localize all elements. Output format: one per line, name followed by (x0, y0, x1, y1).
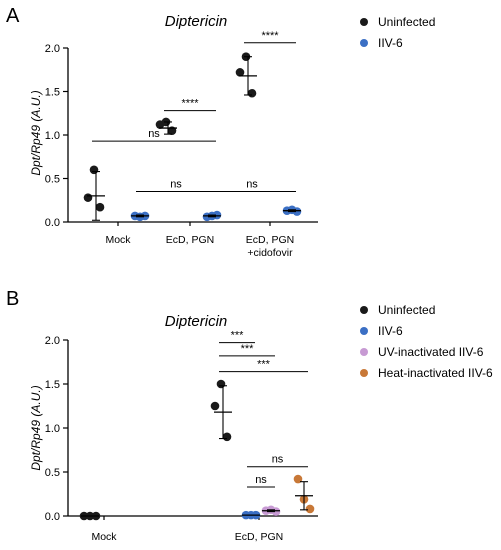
chart1-legend-label: IIV-6 (378, 36, 403, 50)
chart2-y-tick-label: 1.0 (45, 423, 60, 435)
chart2-legend-label: Uninfected (378, 303, 435, 317)
chart2-point-heat-inactivated-iiv-6 (305, 504, 315, 514)
chart1-point-uninfected (235, 68, 245, 77)
chart2-significance-label: ns (272, 454, 284, 466)
chart1-x-tick-label: EcD, PGN +cidofovir (246, 234, 294, 259)
chart2-x-tick-label: Mock (91, 531, 117, 543)
chart2-significance-label: *** (257, 359, 271, 371)
chart1-legend-marker (360, 18, 368, 26)
chart-title-b: Diptericin (165, 313, 228, 330)
chart-title-a: Diptericin (165, 13, 228, 30)
chart1-point-uninfected (89, 165, 99, 175)
chart1-y-tick-label: 0.5 (45, 174, 60, 186)
chart2-legend-label: UV-inactivated IIV-6 (378, 345, 484, 359)
panel-letter-b: B (6, 288, 19, 310)
chart1-y-tick-label: 2.0 (45, 43, 60, 55)
chart2-legend-label: IIV-6 (378, 324, 403, 338)
chart2-y-tick-label: 1.5 (45, 379, 60, 391)
chart1-point-uninfected (247, 88, 257, 98)
chart2-point-uninfected (222, 432, 232, 442)
chart1-legend-marker (360, 39, 368, 47)
chart2-y-tick-label: 0.5 (45, 467, 60, 479)
y-axis-label-b: Dpt/Rp49 (A.U.) (29, 385, 43, 470)
chart1-significance-label: **** (181, 98, 199, 110)
axes-b: 0.0 0.5 1.0 1.5 2.0 Mock EcD, PGN (45, 335, 318, 543)
chart1-y-tick-label: 1.5 (45, 87, 60, 99)
chart1-significance-label: ns (170, 179, 182, 191)
chart2-significance-label: *** (241, 343, 255, 355)
chart1-point-uninfected (155, 120, 165, 129)
chart2-significance-label: ns (255, 474, 267, 486)
legend-b: Uninfected IIV-6 UV-inactivated IIV-6 Heat-… (360, 303, 493, 380)
chart2-legend-label: Heat-inactivated IIV-6 (378, 366, 493, 380)
chart2-y-tick-label: 0.0 (45, 511, 60, 523)
chart2-point-uninfected (210, 401, 220, 411)
panel-letter-a: A (6, 5, 20, 27)
chart2-significance-label: *** (231, 330, 245, 342)
legend-a: Uninfected IIV-6 (360, 15, 435, 50)
chart1-point-uninfected (95, 202, 105, 212)
chart2-x-tick-label: EcD, PGN (235, 531, 283, 543)
chart2-y-tick-label: 2.0 (45, 335, 60, 347)
chart1-x-tick-label: EcD, PGN (166, 234, 214, 246)
marks-a: ns **** **** ns ns (83, 30, 302, 222)
chart1-significance-label: ns (246, 179, 258, 191)
chart1-y-tick-label: 1.0 (45, 130, 60, 142)
chart2-point-uninfected (216, 379, 226, 389)
chart1-y-tick-label: 0.0 (45, 217, 60, 229)
chart1-significance-label: **** (261, 30, 279, 42)
chart2-legend-marker (360, 369, 368, 377)
chart1-legend-label: Uninfected (378, 15, 435, 29)
axes-a: 0.0 0.5 1.0 1.5 2.0 Mock EcD, PGN EcD, PGN +cido… (45, 43, 318, 259)
chart2-legend-marker (360, 327, 368, 335)
chart1-point-uninfected (83, 193, 93, 202)
chart1-x-tick-label: Mock (105, 234, 131, 246)
chart2-legend-marker (360, 306, 368, 314)
y-axis-label-a: Dpt/Rp49 (A.U.) (29, 90, 43, 175)
chart2-legend-marker (360, 348, 368, 356)
chart1-significance-label: ns (148, 128, 160, 140)
